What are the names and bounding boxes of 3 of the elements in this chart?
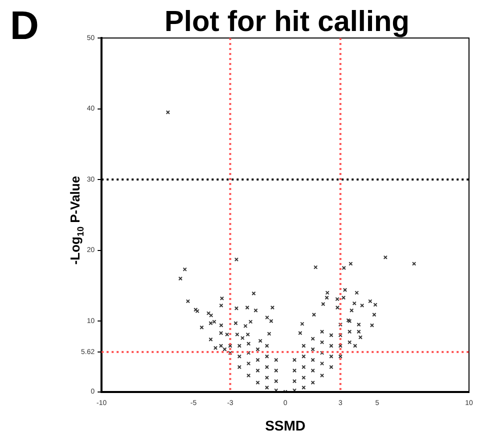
- chart-title: Plot for hit calling: [164, 6, 410, 38]
- x-axis-title: SSMD: [265, 417, 306, 434]
- text: D: [10, 4, 39, 48]
